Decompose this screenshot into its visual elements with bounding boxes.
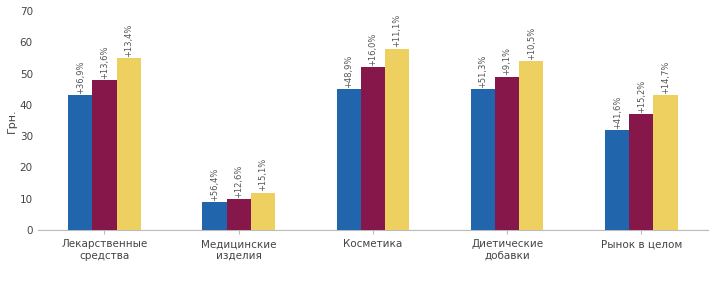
Text: +16,0%: +16,0%	[368, 33, 378, 66]
Bar	[519, 61, 543, 230]
Bar	[385, 48, 409, 230]
Bar	[629, 114, 654, 230]
Bar	[361, 67, 385, 230]
Text: +9,1%: +9,1%	[503, 47, 512, 76]
Text: +51,3%: +51,3%	[478, 55, 488, 88]
Text: +41,6%: +41,6%	[613, 95, 621, 129]
Text: +13,6%: +13,6%	[100, 45, 109, 78]
Bar	[251, 193, 275, 230]
Bar	[337, 89, 361, 230]
Y-axis label: Грн.: Грн.	[7, 108, 17, 133]
Text: +13,4%: +13,4%	[124, 23, 133, 57]
Text: +12,6%: +12,6%	[234, 164, 243, 198]
Bar	[654, 96, 678, 230]
Bar	[202, 202, 227, 230]
Bar	[227, 199, 251, 230]
Bar	[92, 80, 117, 230]
Text: +56,4%: +56,4%	[210, 167, 219, 201]
Text: +14,7%: +14,7%	[661, 61, 670, 94]
Text: +15,1%: +15,1%	[258, 158, 267, 191]
Text: +10,5%: +10,5%	[527, 27, 536, 60]
Bar	[471, 89, 495, 230]
Bar	[68, 96, 92, 230]
Bar	[605, 130, 629, 230]
Text: +48,9%: +48,9%	[344, 55, 353, 88]
Bar	[117, 58, 141, 230]
Text: +36,9%: +36,9%	[76, 61, 85, 94]
Text: +15,2%: +15,2%	[637, 80, 646, 113]
Bar	[495, 77, 519, 230]
Text: +11,1%: +11,1%	[393, 14, 402, 47]
